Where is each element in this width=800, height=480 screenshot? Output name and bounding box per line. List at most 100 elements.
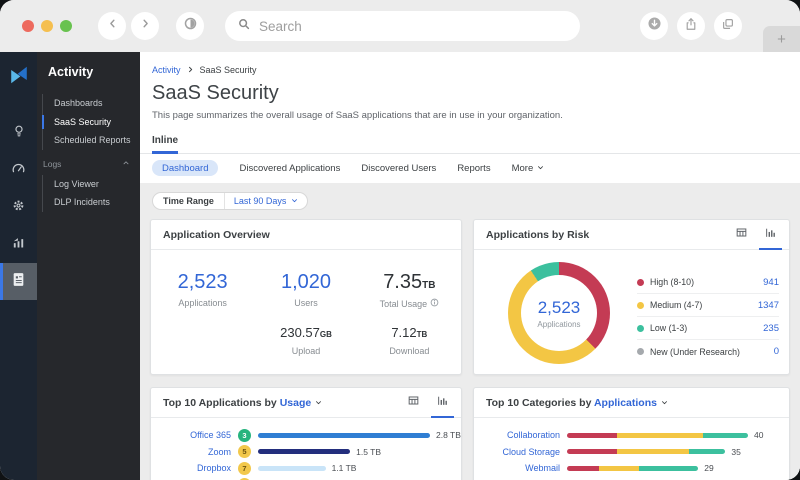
- category-row: Social Network 25: [474, 477, 789, 480]
- breadcrumb: Activity SaaS Security: [140, 52, 800, 75]
- table-view-toggle[interactable]: [407, 388, 420, 417]
- legend-dot-high: [637, 278, 644, 286]
- sidebar-item-dlp-incidents[interactable]: DLP Incidents: [43, 193, 140, 212]
- tab-discovered-users[interactable]: Discovered Users: [361, 162, 437, 174]
- sidebar-item-label: Scheduled Reports: [54, 135, 131, 145]
- icon-rail: [0, 52, 37, 480]
- sidebar-item-log-viewer[interactable]: Log Viewer: [43, 175, 140, 194]
- netskope-logo[interactable]: [8, 61, 30, 89]
- tab-more[interactable]: More: [512, 163, 545, 174]
- forward-button[interactable]: [131, 12, 159, 40]
- sidebar-item-label: Dashboards: [54, 98, 103, 108]
- sidebar-toggle-button[interactable]: [176, 12, 204, 40]
- stat-users-value[interactable]: 1,020: [280, 271, 332, 293]
- risk-score-badge: 7: [238, 478, 251, 480]
- tab-inline[interactable]: Inline: [152, 135, 179, 154]
- sidebar-section-logs[interactable]: Logs: [37, 150, 140, 175]
- usage-bar: [258, 449, 351, 455]
- sidebar: Activity Dashboards SaaS Security Schedu…: [37, 52, 140, 480]
- legend-dot-medium: [637, 301, 644, 309]
- stat-download: 7.12TB Download: [358, 324, 461, 356]
- share-button[interactable]: [677, 12, 705, 40]
- tab-overview-button[interactable]: [714, 12, 742, 40]
- usage-bar: [258, 432, 430, 438]
- stat-unit: TB: [416, 330, 428, 339]
- app-name-link[interactable]: Dropbox: [196, 463, 231, 474]
- stat-download-value: 7.12: [391, 325, 417, 340]
- usage-bar: [258, 465, 326, 471]
- legend-label: New (Under Research): [650, 346, 740, 357]
- app-name-link[interactable]: Office 365: [190, 430, 231, 441]
- rail-item-insights[interactable]: [0, 115, 37, 152]
- category-value: 29: [704, 463, 714, 474]
- rail-item-dashboard[interactable]: [0, 152, 37, 189]
- info-icon[interactable]: [430, 298, 439, 309]
- card-title: Top 10 Applications by: [163, 396, 277, 409]
- category-name-link[interactable]: Cloud Storage: [502, 446, 560, 457]
- close-window-button[interactable]: [22, 20, 34, 32]
- search-placeholder: Search: [259, 18, 302, 34]
- tab-dashboard[interactable]: Dashboard: [152, 160, 219, 176]
- legend-value-link[interactable]: 1347: [757, 299, 779, 311]
- maximize-window-button[interactable]: [60, 20, 72, 32]
- stacked-risk-bar: [567, 449, 726, 455]
- app-usage-row: Zoom 5 1.5 TB: [151, 444, 461, 461]
- chart-view-toggle[interactable]: [431, 388, 454, 418]
- sidebar-item-dashboards[interactable]: Dashboards: [43, 94, 140, 113]
- usage-value: 2.8 TB: [436, 430, 461, 441]
- table-icon: [407, 394, 420, 412]
- stat-label: Users: [294, 298, 318, 308]
- legend-value-link[interactable]: 0: [773, 346, 779, 357]
- rail-item-reports[interactable]: [0, 263, 37, 300]
- bar-chart-icon: [436, 394, 449, 412]
- legend-value-link[interactable]: 235: [763, 322, 779, 334]
- new-tab-button[interactable]: +: [763, 26, 800, 52]
- category-row: Cloud Storage 35: [474, 444, 789, 461]
- category-name-link[interactable]: Collaboration: [506, 430, 560, 441]
- breadcrumb-activity-link[interactable]: Activity: [152, 65, 181, 75]
- time-range-label[interactable]: Time Range: [153, 193, 225, 209]
- metric-selector-usage[interactable]: Usage: [279, 396, 312, 409]
- minimize-window-button[interactable]: [41, 20, 53, 32]
- category-name-link[interactable]: Webmail: [525, 463, 560, 474]
- search-input[interactable]: Search: [225, 11, 580, 41]
- risk-score-badge: 3: [238, 428, 251, 442]
- sidebar-item-saas-security[interactable]: SaaS Security: [42, 113, 140, 132]
- chevron-down-icon[interactable]: [315, 399, 322, 406]
- sidebar-item-scheduled-reports[interactable]: Scheduled Reports: [43, 131, 140, 150]
- app-usage-rows: Office 365 3 2.8 TB Zoom 5 1.5 TB Dropbo…: [151, 418, 461, 480]
- stat-applications-value[interactable]: 2,523: [177, 271, 228, 293]
- card-top-categories: Top 10 Categories by Applications Collab…: [473, 387, 790, 480]
- card-title: Applications by Risk: [486, 228, 590, 241]
- rail-item-settings[interactable]: [0, 189, 37, 226]
- section-label: Logs: [43, 158, 62, 169]
- legend-value-link[interactable]: 941: [763, 276, 779, 288]
- tab-discovered-applications[interactable]: Discovered Applications: [239, 162, 341, 174]
- metric-selector-applications[interactable]: Applications: [593, 396, 657, 409]
- chart-view-toggle[interactable]: [759, 220, 782, 250]
- sidebar-item-label: DLP Incidents: [54, 197, 110, 207]
- chevron-down-icon: [291, 196, 298, 206]
- time-range-select[interactable]: Last 90 Days: [225, 193, 308, 209]
- tab-reports[interactable]: Reports: [457, 162, 491, 174]
- filter-bar: Time Range Last 90 Days: [140, 183, 800, 217]
- legend-label: Low (1-3): [650, 323, 688, 333]
- sidebar-item-label: SaaS Security: [54, 116, 112, 127]
- donut-total-value[interactable]: 2,523: [537, 297, 581, 317]
- back-button[interactable]: [98, 12, 126, 40]
- app-name-link[interactable]: Zoom: [207, 446, 231, 457]
- legend-row-new: New (Under Research) 0: [637, 340, 779, 363]
- stat-upload: 230.57GB Upload: [254, 324, 357, 356]
- category-rows: Collaboration 40 Cloud Storage 35 Webmai…: [474, 418, 789, 480]
- chevron-down-icon[interactable]: [661, 399, 668, 406]
- table-view-toggle[interactable]: [735, 220, 748, 249]
- downloads-button[interactable]: [640, 12, 668, 40]
- rail-item-analytics[interactable]: [0, 226, 37, 263]
- category-row: Webmail 29: [474, 460, 789, 477]
- lightbulb-icon: [12, 124, 26, 143]
- app-usage-row: Office 365 3 2.8 TB: [151, 427, 461, 444]
- gear-icon: [11, 198, 26, 218]
- usage-value: 1.1 TB: [331, 463, 357, 474]
- stat-unit: TB: [422, 280, 436, 291]
- tab-more-label: More: [511, 162, 534, 174]
